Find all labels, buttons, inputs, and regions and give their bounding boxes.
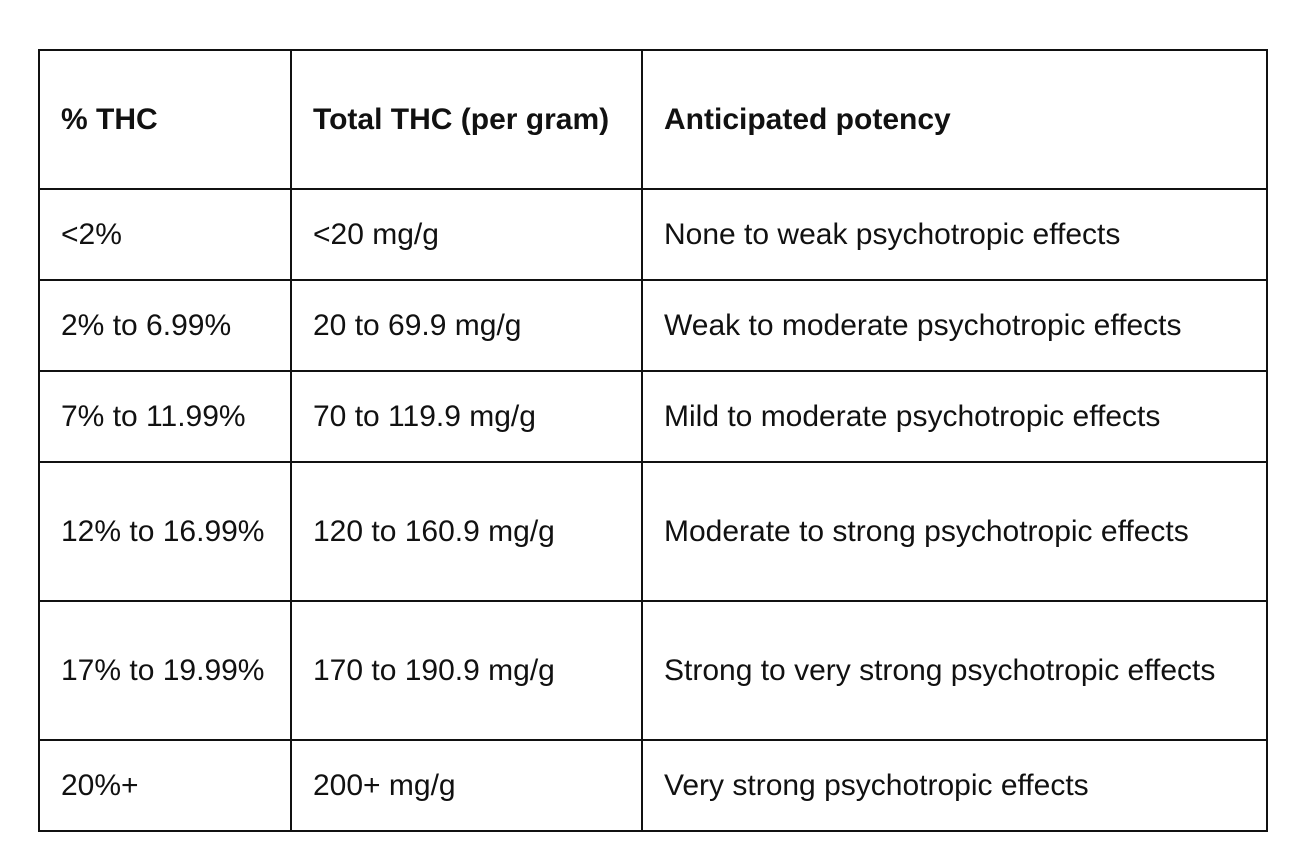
- table-row: 17% to 19.99% 170 to 190.9 mg/g Strong t…: [38, 600, 1268, 741]
- cell-anticipated-potency: Strong to very strong psychotropic effec…: [641, 600, 1268, 741]
- cell-anticipated-potency: Moderate to strong psychotropic effects: [641, 461, 1268, 602]
- cell-thc-percent: <2%: [38, 188, 292, 281]
- cell-thc-percent: 20%+: [38, 739, 292, 832]
- cell-anticipated-potency: Weak to moderate psychotropic effects: [641, 279, 1268, 372]
- table-header-row: % THC Total THC (per gram) Anticipated p…: [38, 49, 1268, 190]
- header-anticipated-potency: Anticipated potency: [641, 49, 1268, 190]
- cell-thc-percent: 17% to 19.99%: [38, 600, 292, 741]
- table-row: 7% to 11.99% 70 to 119.9 mg/g Mild to mo…: [38, 370, 1268, 463]
- table-row: 2% to 6.99% 20 to 69.9 mg/g Weak to mode…: [38, 279, 1268, 372]
- cell-thc-percent: 7% to 11.99%: [38, 370, 292, 463]
- cell-total-thc: 70 to 119.9 mg/g: [290, 370, 643, 463]
- cell-anticipated-potency: Mild to moderate psychotropic effects: [641, 370, 1268, 463]
- cell-anticipated-potency: None to weak psychotropic effects: [641, 188, 1268, 281]
- cell-total-thc: 170 to 190.9 mg/g: [290, 600, 643, 741]
- cell-total-thc: 20 to 69.9 mg/g: [290, 279, 643, 372]
- table-row: 12% to 16.99% 120 to 160.9 mg/g Moderate…: [38, 461, 1268, 602]
- cell-total-thc: 120 to 160.9 mg/g: [290, 461, 643, 602]
- header-total-thc: Total THC (per gram): [290, 49, 643, 190]
- cell-total-thc: 200+ mg/g: [290, 739, 643, 832]
- table-row: 20%+ 200+ mg/g Very strong psychotropic …: [38, 739, 1268, 832]
- table-row: <2% <20 mg/g None to weak psychotropic e…: [38, 188, 1268, 281]
- cell-anticipated-potency: Very strong psychotropic effects: [641, 739, 1268, 832]
- thc-potency-table: % THC Total THC (per gram) Anticipated p…: [38, 49, 1268, 832]
- cell-thc-percent: 2% to 6.99%: [38, 279, 292, 372]
- cell-total-thc: <20 mg/g: [290, 188, 643, 281]
- header-thc-percent: % THC: [38, 49, 292, 190]
- cell-thc-percent: 12% to 16.99%: [38, 461, 292, 602]
